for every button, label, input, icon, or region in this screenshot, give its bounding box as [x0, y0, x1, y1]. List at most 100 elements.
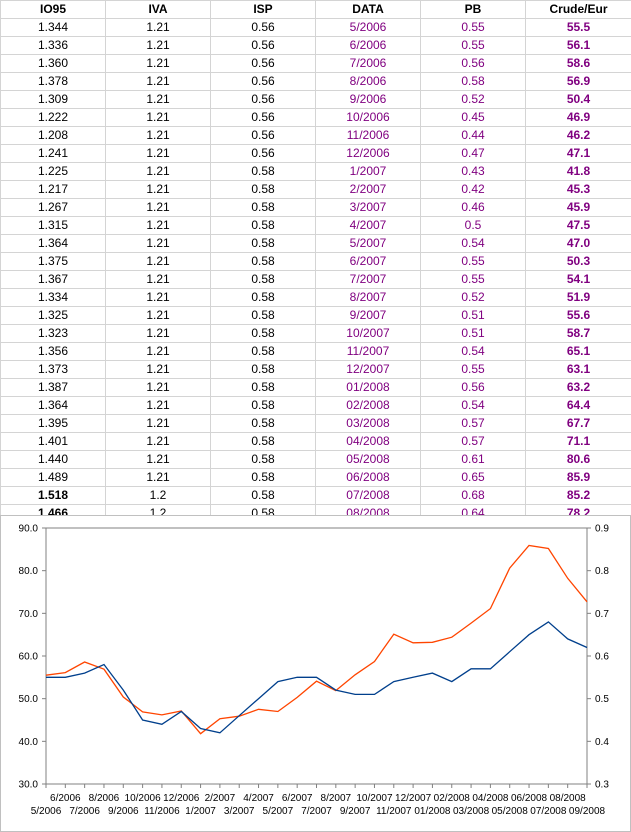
cell-crude[interactable]: 47.5 [525, 216, 631, 235]
cell-io95[interactable]: 1.315 [0, 216, 106, 235]
cell-iva[interactable]: 1.21 [105, 414, 211, 433]
header-io95[interactable]: IO95 [0, 0, 106, 19]
cell-iva[interactable]: 1.21 [105, 450, 211, 469]
cell-crude[interactable]: 80.6 [525, 450, 631, 469]
cell-data[interactable]: 01/2008 [315, 378, 421, 397]
cell-pb[interactable]: 0.54 [420, 234, 526, 253]
cell-crude[interactable]: 51.9 [525, 288, 631, 307]
cell-iva[interactable]: 1.21 [105, 342, 211, 361]
cell-isp[interactable]: 0.56 [210, 126, 316, 145]
cell-data[interactable]: 06/2008 [315, 468, 421, 487]
cell-iva[interactable]: 1.21 [105, 252, 211, 271]
cell-iva[interactable]: 1.21 [105, 378, 211, 397]
cell-isp[interactable]: 0.58 [210, 486, 316, 505]
cell-pb[interactable]: 0.52 [420, 90, 526, 109]
cell-pb[interactable]: 0.55 [420, 36, 526, 55]
cell-io95[interactable]: 1.225 [0, 162, 106, 181]
cell-pb[interactable]: 0.54 [420, 396, 526, 415]
cell-crude[interactable]: 85.2 [525, 486, 631, 505]
cell-pb[interactable]: 0.55 [420, 18, 526, 37]
cell-iva[interactable]: 1.21 [105, 360, 211, 379]
cell-iva[interactable]: 1.21 [105, 36, 211, 55]
cell-isp[interactable]: 0.58 [210, 414, 316, 433]
cell-crude[interactable]: 56.9 [525, 72, 631, 91]
cell-isp[interactable]: 0.58 [210, 306, 316, 325]
cell-crude[interactable]: 50.3 [525, 252, 631, 271]
cell-data[interactable]: 1/2007 [315, 162, 421, 181]
cell-crude[interactable]: 55.5 [525, 18, 631, 37]
cell-isp[interactable]: 0.58 [210, 432, 316, 451]
cell-io95[interactable]: 1.344 [0, 18, 106, 37]
cell-io95[interactable]: 1.208 [0, 126, 106, 145]
cell-crude[interactable]: 54.1 [525, 270, 631, 289]
cell-isp[interactable]: 0.58 [210, 270, 316, 289]
cell-crude[interactable]: 85.9 [525, 468, 631, 487]
cell-data[interactable]: 05/2008 [315, 450, 421, 469]
cell-iva[interactable]: 1.21 [105, 396, 211, 415]
header-data[interactable]: DATA [315, 0, 421, 19]
cell-pb[interactable]: 0.52 [420, 288, 526, 307]
cell-io95[interactable]: 1.217 [0, 180, 106, 199]
cell-iva[interactable]: 1.21 [105, 288, 211, 307]
cell-pb[interactable]: 0.55 [420, 252, 526, 271]
cell-data[interactable]: 04/2008 [315, 432, 421, 451]
cell-pb[interactable]: 0.45 [420, 108, 526, 127]
cell-io95[interactable]: 1.336 [0, 36, 106, 55]
cell-pb[interactable]: 0.46 [420, 198, 526, 217]
cell-crude[interactable]: 64.4 [525, 396, 631, 415]
cell-pb[interactable]: 0.56 [420, 378, 526, 397]
cell-pb[interactable]: 0.51 [420, 306, 526, 325]
cell-isp[interactable]: 0.56 [210, 108, 316, 127]
cell-pb[interactable]: 0.61 [420, 450, 526, 469]
cell-crude[interactable]: 45.3 [525, 180, 631, 199]
cell-iva[interactable]: 1.21 [105, 54, 211, 73]
cell-io95[interactable]: 1.364 [0, 396, 106, 415]
cell-data[interactable]: 7/2006 [315, 54, 421, 73]
cell-io95[interactable]: 1.375 [0, 252, 106, 271]
cell-iva[interactable]: 1.2 [105, 486, 211, 505]
cell-iva[interactable]: 1.21 [105, 270, 211, 289]
cell-data[interactable]: 8/2007 [315, 288, 421, 307]
cell-isp[interactable]: 0.58 [210, 198, 316, 217]
cell-isp[interactable]: 0.56 [210, 144, 316, 163]
cell-isp[interactable]: 0.58 [210, 450, 316, 469]
cell-isp[interactable]: 0.56 [210, 18, 316, 37]
cell-isp[interactable]: 0.58 [210, 342, 316, 361]
cell-crude[interactable]: 47.0 [525, 234, 631, 253]
cell-io95[interactable]: 1.440 [0, 450, 106, 469]
cell-data[interactable]: 07/2008 [315, 486, 421, 505]
cell-crude[interactable]: 67.7 [525, 414, 631, 433]
cell-io95[interactable]: 1.241 [0, 144, 106, 163]
cell-iva[interactable]: 1.21 [105, 306, 211, 325]
cell-iva[interactable]: 1.21 [105, 234, 211, 253]
cell-isp[interactable]: 0.56 [210, 90, 316, 109]
cell-pb[interactable]: 0.42 [420, 180, 526, 199]
cell-data[interactable]: 11/2007 [315, 342, 421, 361]
cell-iva[interactable]: 1.21 [105, 162, 211, 181]
cell-io95[interactable]: 1.356 [0, 342, 106, 361]
cell-pb[interactable]: 0.56 [420, 54, 526, 73]
cell-crude[interactable]: 45.9 [525, 198, 631, 217]
cell-crude[interactable]: 63.2 [525, 378, 631, 397]
cell-iva[interactable]: 1.21 [105, 126, 211, 145]
cell-io95[interactable]: 1.373 [0, 360, 106, 379]
cell-pb[interactable]: 0.5 [420, 216, 526, 235]
cell-data[interactable]: 6/2007 [315, 252, 421, 271]
cell-pb[interactable]: 0.65 [420, 468, 526, 487]
cell-isp[interactable]: 0.56 [210, 72, 316, 91]
cell-crude[interactable]: 50.4 [525, 90, 631, 109]
cell-isp[interactable]: 0.58 [210, 234, 316, 253]
cell-io95[interactable]: 1.401 [0, 432, 106, 451]
cell-crude[interactable]: 46.9 [525, 108, 631, 127]
cell-iva[interactable]: 1.21 [105, 468, 211, 487]
cell-data[interactable]: 10/2007 [315, 324, 421, 343]
cell-iva[interactable]: 1.21 [105, 216, 211, 235]
cell-data[interactable]: 02/2008 [315, 396, 421, 415]
cell-io95[interactable]: 1.395 [0, 414, 106, 433]
cell-data[interactable]: 7/2007 [315, 270, 421, 289]
cell-iva[interactable]: 1.21 [105, 180, 211, 199]
cell-data[interactable]: 12/2006 [315, 144, 421, 163]
cell-isp[interactable]: 0.58 [210, 468, 316, 487]
cell-io95[interactable]: 1.378 [0, 72, 106, 91]
cell-pb[interactable]: 0.57 [420, 432, 526, 451]
